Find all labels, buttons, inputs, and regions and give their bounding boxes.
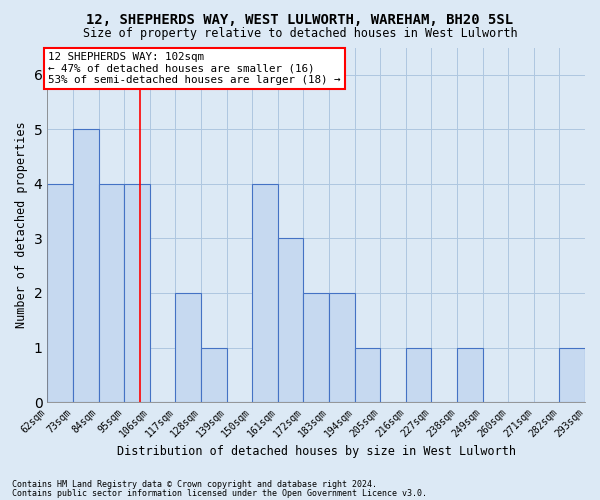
Y-axis label: Number of detached properties: Number of detached properties bbox=[15, 122, 28, 328]
Bar bbox=[278, 238, 304, 402]
Bar bbox=[98, 184, 124, 402]
Bar bbox=[201, 348, 227, 402]
Text: 12, SHEPHERDS WAY, WEST LULWORTH, WAREHAM, BH20 5SL: 12, SHEPHERDS WAY, WEST LULWORTH, WAREHA… bbox=[86, 12, 514, 26]
X-axis label: Distribution of detached houses by size in West Lulworth: Distribution of detached houses by size … bbox=[116, 444, 515, 458]
Bar bbox=[124, 184, 150, 402]
Bar bbox=[252, 184, 278, 402]
Bar bbox=[47, 184, 73, 402]
Bar bbox=[355, 348, 380, 402]
Text: Contains public sector information licensed under the Open Government Licence v3: Contains public sector information licen… bbox=[12, 488, 427, 498]
Bar bbox=[457, 348, 482, 402]
Bar bbox=[304, 293, 329, 402]
Text: Size of property relative to detached houses in West Lulworth: Size of property relative to detached ho… bbox=[83, 28, 517, 40]
Text: 12 SHEPHERDS WAY: 102sqm
← 47% of detached houses are smaller (16)
53% of semi-d: 12 SHEPHERDS WAY: 102sqm ← 47% of detach… bbox=[49, 52, 341, 85]
Bar bbox=[73, 130, 98, 402]
Bar bbox=[329, 293, 355, 402]
Bar bbox=[406, 348, 431, 402]
Text: Contains HM Land Registry data © Crown copyright and database right 2024.: Contains HM Land Registry data © Crown c… bbox=[12, 480, 377, 489]
Bar bbox=[175, 293, 201, 402]
Bar bbox=[559, 348, 585, 402]
